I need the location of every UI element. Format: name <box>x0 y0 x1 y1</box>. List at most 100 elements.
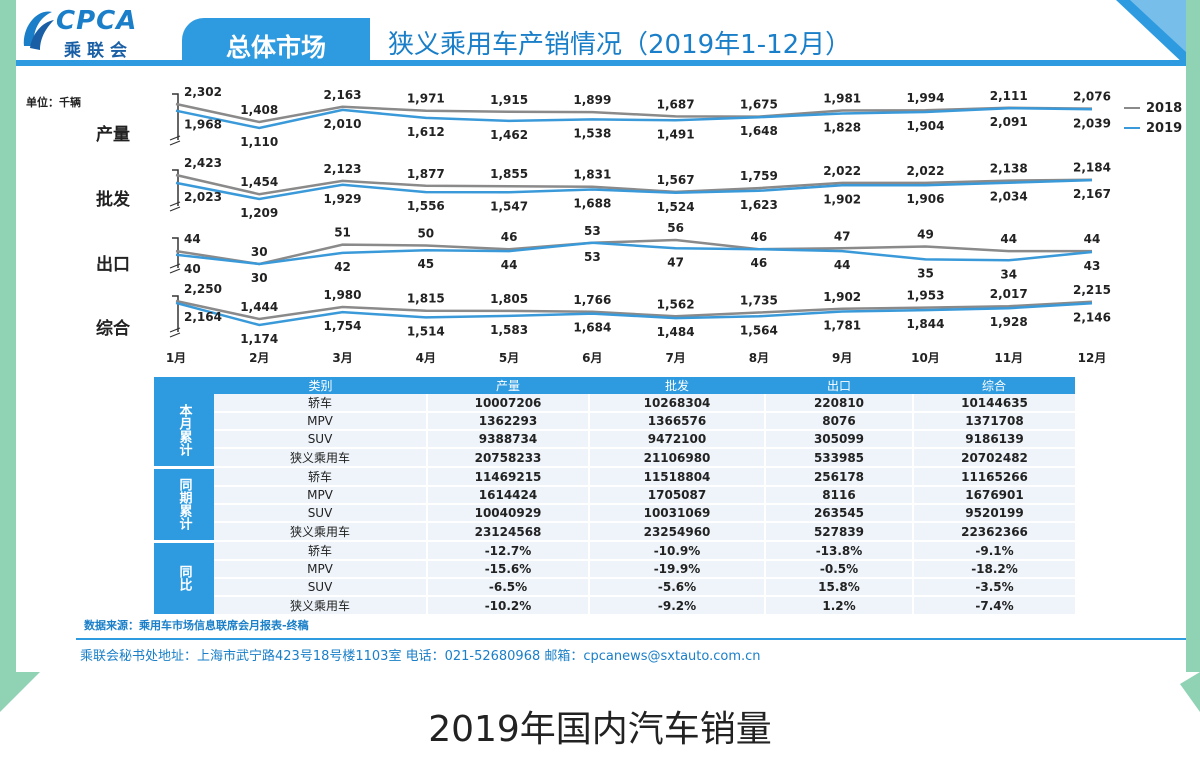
data-label: 1,623 <box>740 198 778 212</box>
data-label: 1,759 <box>740 169 778 183</box>
data-label: 1,688 <box>573 197 611 211</box>
table-cell-category: 狭义乘用车 <box>214 596 427 616</box>
series-line-2018 <box>175 238 1092 266</box>
logo-mark-icon <box>23 11 54 50</box>
table-cell-value: 220810 <box>764 394 913 413</box>
data-label: 1,929 <box>324 192 362 206</box>
page-title: 狭义乘用车产销情况（2019年1-12月） <box>388 30 852 60</box>
table-cell-value: -7.4% <box>912 596 1075 616</box>
table-cell-value: -10.2% <box>426 596 589 616</box>
unit-label: 单位：千辆 <box>26 96 81 109</box>
table-cell-value: 1.2% <box>764 596 913 616</box>
data-label: 1,648 <box>740 124 778 138</box>
data-label: 49 <box>917 228 934 242</box>
series-line-2018 <box>175 102 1093 124</box>
data-label: 1,562 <box>657 297 695 311</box>
x-tick-label: 2月 <box>249 351 269 365</box>
right-border <box>1186 0 1200 672</box>
table-cell-category: SUV <box>214 504 427 523</box>
data-label: 43 <box>1084 259 1101 273</box>
table-cell-value: -9.2% <box>588 596 765 616</box>
data-label: 47 <box>667 255 684 269</box>
panel-axis <box>172 295 179 332</box>
table-header-overall: 综合 <box>913 377 1075 394</box>
table-row: SUV 9388734 9472100 305099 9186139 <box>154 430 1075 449</box>
x-tick-label: 8月 <box>749 351 769 365</box>
legend-swatch-2019 <box>1124 127 1140 129</box>
x-tick-label: 7月 <box>665 351 685 365</box>
x-tick-label: 6月 <box>582 351 602 365</box>
table-cell-category: 轿车 <box>214 467 427 487</box>
data-label: 1,981 <box>823 92 861 106</box>
data-label: 2,010 <box>324 117 362 131</box>
data-label: 1,735 <box>740 294 778 308</box>
table-cell-value: 1366576 <box>588 412 765 431</box>
table-cell-value: 1614424 <box>426 486 589 505</box>
x-tick-label: 5月 <box>499 351 519 365</box>
table-row: MPV 1614424 1705087 8116 1676901 <box>154 486 1075 505</box>
data-label: 2,423 <box>184 156 222 170</box>
chart-legend: 2018 2019 <box>1124 98 1182 138</box>
table-cell-value: -19.9% <box>588 560 765 579</box>
table-cell-value: -12.7% <box>426 541 589 561</box>
table-cell-value: -9.1% <box>912 541 1075 561</box>
x-tick-label: 4月 <box>416 351 436 365</box>
x-tick-label: 10月 <box>911 351 940 365</box>
data-label: 2,022 <box>823 164 861 178</box>
table-cell-category: MPV <box>214 560 427 579</box>
data-label: 2,146 <box>1073 310 1111 324</box>
data-label: 1,754 <box>324 319 362 333</box>
series-line-2019 <box>175 106 1093 130</box>
table-header-group <box>154 377 214 394</box>
data-label: 1,805 <box>490 292 528 306</box>
data-label: 1,971 <box>407 92 445 106</box>
logo-text-cn: 乘联会 <box>64 41 133 61</box>
x-tick-label: 1月 <box>166 351 186 365</box>
data-label: 1,844 <box>906 317 944 331</box>
data-label: 2,076 <box>1073 90 1111 104</box>
table-group-label: 同比 <box>154 541 214 617</box>
data-label: 1,484 <box>657 325 695 339</box>
table-cell-value: 533985 <box>764 448 913 468</box>
legend-item-2018: 2018 <box>1124 98 1182 118</box>
table-cell-category: 狭义乘用车 <box>214 522 427 542</box>
data-label: 2,302 <box>184 85 222 99</box>
image-caption: 2019年国内汽车销量 <box>428 709 772 750</box>
data-label: 1,766 <box>573 293 611 307</box>
data-label: 1,556 <box>407 199 445 213</box>
table-cell-value: 256178 <box>764 467 913 487</box>
footer-rule <box>76 638 1186 640</box>
table-cell-category: 狭义乘用车 <box>214 448 427 468</box>
data-label: 1,612 <box>407 125 445 139</box>
table-cell-category: SUV <box>214 430 427 449</box>
table-cell-value: 9186139 <box>912 430 1075 449</box>
data-label: 1,953 <box>906 289 944 303</box>
table-cell-value: 20702482 <box>912 448 1075 468</box>
data-label: 1,454 <box>240 175 278 189</box>
data-label: 1,538 <box>573 126 611 140</box>
data-label: 1,547 <box>490 199 528 213</box>
data-label: 2,111 <box>990 89 1028 103</box>
table-cell-value: 10268304 <box>588 394 765 413</box>
table-cell-value: -6.5% <box>426 578 589 597</box>
data-label: 1,491 <box>657 127 695 141</box>
data-label: 30 <box>251 245 268 259</box>
legend-item-2019: 2019 <box>1124 118 1182 138</box>
data-label: 1,906 <box>906 192 944 206</box>
data-label: 46 <box>501 230 518 244</box>
table-cell-value: -15.6% <box>426 560 589 579</box>
data-label: 1,524 <box>657 200 695 214</box>
data-label: 2,250 <box>184 282 222 296</box>
data-label: 1,902 <box>823 290 861 304</box>
axis-break-icon <box>169 327 181 338</box>
table-cell-value: 10007206 <box>426 394 589 413</box>
data-label: 1,675 <box>740 98 778 112</box>
table-cell-value: 263545 <box>764 504 913 523</box>
table-cell-value: 1371708 <box>912 412 1075 431</box>
data-label: 1,915 <box>490 93 528 107</box>
data-label: 47 <box>834 229 851 243</box>
data-label: 45 <box>417 257 434 271</box>
data-label: 1,209 <box>240 206 278 220</box>
table-cell-category: SUV <box>214 578 427 597</box>
data-label: 1,904 <box>906 119 944 133</box>
